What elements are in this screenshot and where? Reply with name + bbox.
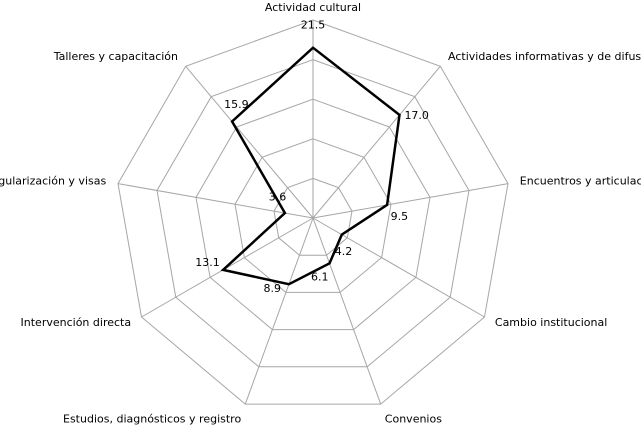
spoke-4 bbox=[312, 217, 485, 318]
grid-ring-2 bbox=[234, 138, 392, 293]
axis-label-5: Convenios bbox=[385, 412, 442, 425]
axis-label-7: Intervención directa bbox=[21, 316, 132, 329]
axis-label-6: Estudios, diagnósticos y registro bbox=[63, 412, 241, 425]
axis-label-8: Regularización y visas bbox=[0, 175, 106, 188]
value-label: 9.5 bbox=[391, 210, 409, 223]
value-labels: 21.5 17.0 9.5 4.2 6.1 8.9 13.1 3.6 15.9 bbox=[195, 19, 429, 295]
spoke-5 bbox=[312, 217, 382, 405]
spoke-6 bbox=[244, 217, 314, 405]
spoke-9 bbox=[185, 65, 314, 219]
grid-ring-1 bbox=[273, 177, 353, 256]
axis-label-3: Encuentros y articulación bbox=[520, 175, 641, 188]
grid-ring-3 bbox=[195, 98, 431, 331]
radar-series bbox=[220, 46, 401, 286]
value-label: 17.0 bbox=[404, 109, 429, 122]
axis-label-2: Actividades informativas y de difusión bbox=[448, 50, 641, 63]
spoke-8 bbox=[117, 183, 314, 219]
axis-label-9: Talleres y capacitación bbox=[53, 50, 178, 63]
grid-ring-4 bbox=[156, 59, 470, 368]
axis-label-1: Actividad cultural bbox=[265, 1, 361, 14]
value-label: 6.1 bbox=[311, 271, 329, 284]
axis-label-4: Cambio institucional bbox=[495, 316, 607, 329]
spoke-3 bbox=[312, 183, 509, 219]
value-label: 4.2 bbox=[335, 245, 353, 258]
radar-spokes bbox=[117, 20, 509, 405]
value-label: 8.9 bbox=[264, 282, 282, 295]
value-label: 21.5 bbox=[301, 19, 326, 32]
value-label: 15.9 bbox=[224, 98, 249, 111]
value-label: 3.6 bbox=[269, 191, 287, 204]
grid-ring-5 bbox=[117, 19, 509, 405]
spoke-2 bbox=[312, 65, 441, 219]
value-label: 13.1 bbox=[195, 256, 220, 269]
series-line bbox=[220, 46, 401, 286]
radar-grid bbox=[117, 19, 509, 405]
